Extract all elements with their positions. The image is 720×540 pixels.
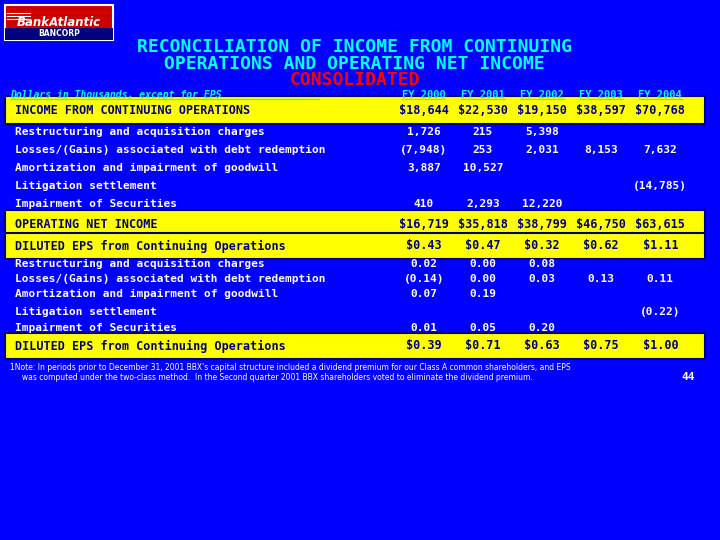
Text: 12,220: 12,220 (522, 199, 562, 209)
Text: $0.47: $0.47 (465, 240, 500, 253)
Text: 8,153: 8,153 (585, 145, 618, 155)
Text: $1.00: $1.00 (642, 340, 678, 353)
Text: 410: 410 (414, 199, 434, 209)
Text: $0.32: $0.32 (524, 240, 560, 253)
Text: $19,150: $19,150 (517, 104, 567, 117)
Text: FY 2000: FY 2000 (402, 90, 446, 100)
Text: 5,398: 5,398 (525, 127, 559, 137)
Text: 0.00: 0.00 (469, 274, 496, 284)
Text: DILUTED EPS from Continuing Operations: DILUTED EPS from Continuing Operations (15, 340, 286, 353)
Text: $0.43: $0.43 (406, 240, 441, 253)
Text: RECONCILIATION OF INCOME FROM CONTINUING: RECONCILIATION OF INCOME FROM CONTINUING (138, 38, 572, 56)
Text: 0.05: 0.05 (469, 323, 496, 333)
Text: Litigation settlement: Litigation settlement (15, 307, 156, 317)
Text: $38,597: $38,597 (576, 104, 626, 117)
Text: 1Note: In periods prior to December 31, 2001 BBX's capital structure included a : 1Note: In periods prior to December 31, … (10, 363, 570, 373)
Text: 0.01: 0.01 (410, 323, 437, 333)
Text: FY 2001: FY 2001 (461, 90, 505, 100)
FancyBboxPatch shape (5, 28, 113, 40)
Text: INCOME FROM CONTINUING OPERATIONS: INCOME FROM CONTINUING OPERATIONS (15, 104, 250, 117)
Text: OPERATIONS AND OPERATING NET INCOME: OPERATIONS AND OPERATING NET INCOME (164, 55, 545, 73)
Text: 0.11: 0.11 (647, 274, 674, 284)
Text: OPERATING NET INCOME: OPERATING NET INCOME (15, 218, 157, 231)
Text: 0.02: 0.02 (410, 259, 437, 269)
FancyBboxPatch shape (5, 210, 705, 238)
Text: 215: 215 (473, 127, 493, 137)
Text: 253: 253 (473, 145, 493, 155)
Text: FY 2003: FY 2003 (580, 90, 623, 100)
Text: $38,799: $38,799 (517, 218, 567, 231)
Text: $1.11: $1.11 (642, 240, 678, 253)
Text: $0.39: $0.39 (406, 340, 441, 353)
Text: $46,750: $46,750 (576, 218, 626, 231)
Text: FY 2002: FY 2002 (520, 90, 564, 100)
Text: 0.00: 0.00 (469, 259, 496, 269)
Text: Litigation settlement: Litigation settlement (15, 181, 156, 191)
Text: 7,632: 7,632 (644, 145, 678, 155)
Text: 44: 44 (681, 372, 695, 382)
Text: $63,615: $63,615 (636, 218, 685, 231)
FancyBboxPatch shape (5, 233, 705, 259)
Text: $0.71: $0.71 (465, 340, 500, 353)
Text: 2,293: 2,293 (466, 199, 500, 209)
Text: Restructuring and acquisition charges: Restructuring and acquisition charges (15, 259, 264, 269)
Text: Losses/(Gains) associated with debt redemption: Losses/(Gains) associated with debt rede… (15, 274, 325, 284)
Text: $22,530: $22,530 (458, 104, 508, 117)
Text: Amortization and impairment of goodwill: Amortization and impairment of goodwill (15, 163, 278, 173)
Text: $18,644: $18,644 (399, 104, 449, 117)
Text: 2,031: 2,031 (525, 145, 559, 155)
Text: BANCORP: BANCORP (38, 30, 80, 38)
Text: Impairment of Securities: Impairment of Securities (15, 323, 177, 333)
Text: (14,785): (14,785) (634, 181, 688, 191)
Text: 0.03: 0.03 (528, 274, 556, 284)
Text: BankAtlantic: BankAtlantic (17, 16, 102, 29)
FancyBboxPatch shape (5, 5, 113, 40)
Text: (0.14): (0.14) (403, 274, 444, 284)
Text: 0.13: 0.13 (588, 274, 615, 284)
Text: 0.07: 0.07 (410, 289, 437, 299)
Text: Losses/(Gains) associated with debt redemption: Losses/(Gains) associated with debt rede… (15, 145, 325, 155)
Text: FY 2004: FY 2004 (639, 90, 683, 100)
Text: $0.62: $0.62 (583, 240, 619, 253)
Text: $35,818: $35,818 (458, 218, 508, 231)
Text: 0.20: 0.20 (528, 323, 556, 333)
Text: Dollars in Thousands, except for EPS: Dollars in Thousands, except for EPS (10, 90, 221, 100)
Text: (0.22): (0.22) (640, 307, 680, 317)
Text: Amortization and impairment of goodwill: Amortization and impairment of goodwill (15, 289, 278, 299)
Text: $70,768: $70,768 (636, 104, 685, 117)
FancyBboxPatch shape (5, 96, 705, 124)
Text: was computed under the two-class method.  In the Second quarter 2001 BBX shareho: was computed under the two-class method.… (10, 373, 533, 381)
Text: Restructuring and acquisition charges: Restructuring and acquisition charges (15, 127, 264, 137)
FancyBboxPatch shape (5, 333, 705, 359)
Text: 0.19: 0.19 (469, 289, 496, 299)
Text: 0.08: 0.08 (528, 259, 556, 269)
Text: DILUTED EPS from Continuing Operations: DILUTED EPS from Continuing Operations (15, 239, 286, 253)
Text: 3,887: 3,887 (407, 163, 441, 173)
Text: (7,948): (7,948) (400, 145, 447, 155)
Text: 1,726: 1,726 (407, 127, 441, 137)
Text: $0.75: $0.75 (583, 340, 619, 353)
Text: $16,719: $16,719 (399, 218, 449, 231)
Text: CONSOLIDATED: CONSOLIDATED (289, 71, 420, 89)
Text: $0.63: $0.63 (524, 340, 560, 353)
Text: Impairment of Securities: Impairment of Securities (15, 199, 177, 209)
Text: 10,527: 10,527 (463, 163, 503, 173)
